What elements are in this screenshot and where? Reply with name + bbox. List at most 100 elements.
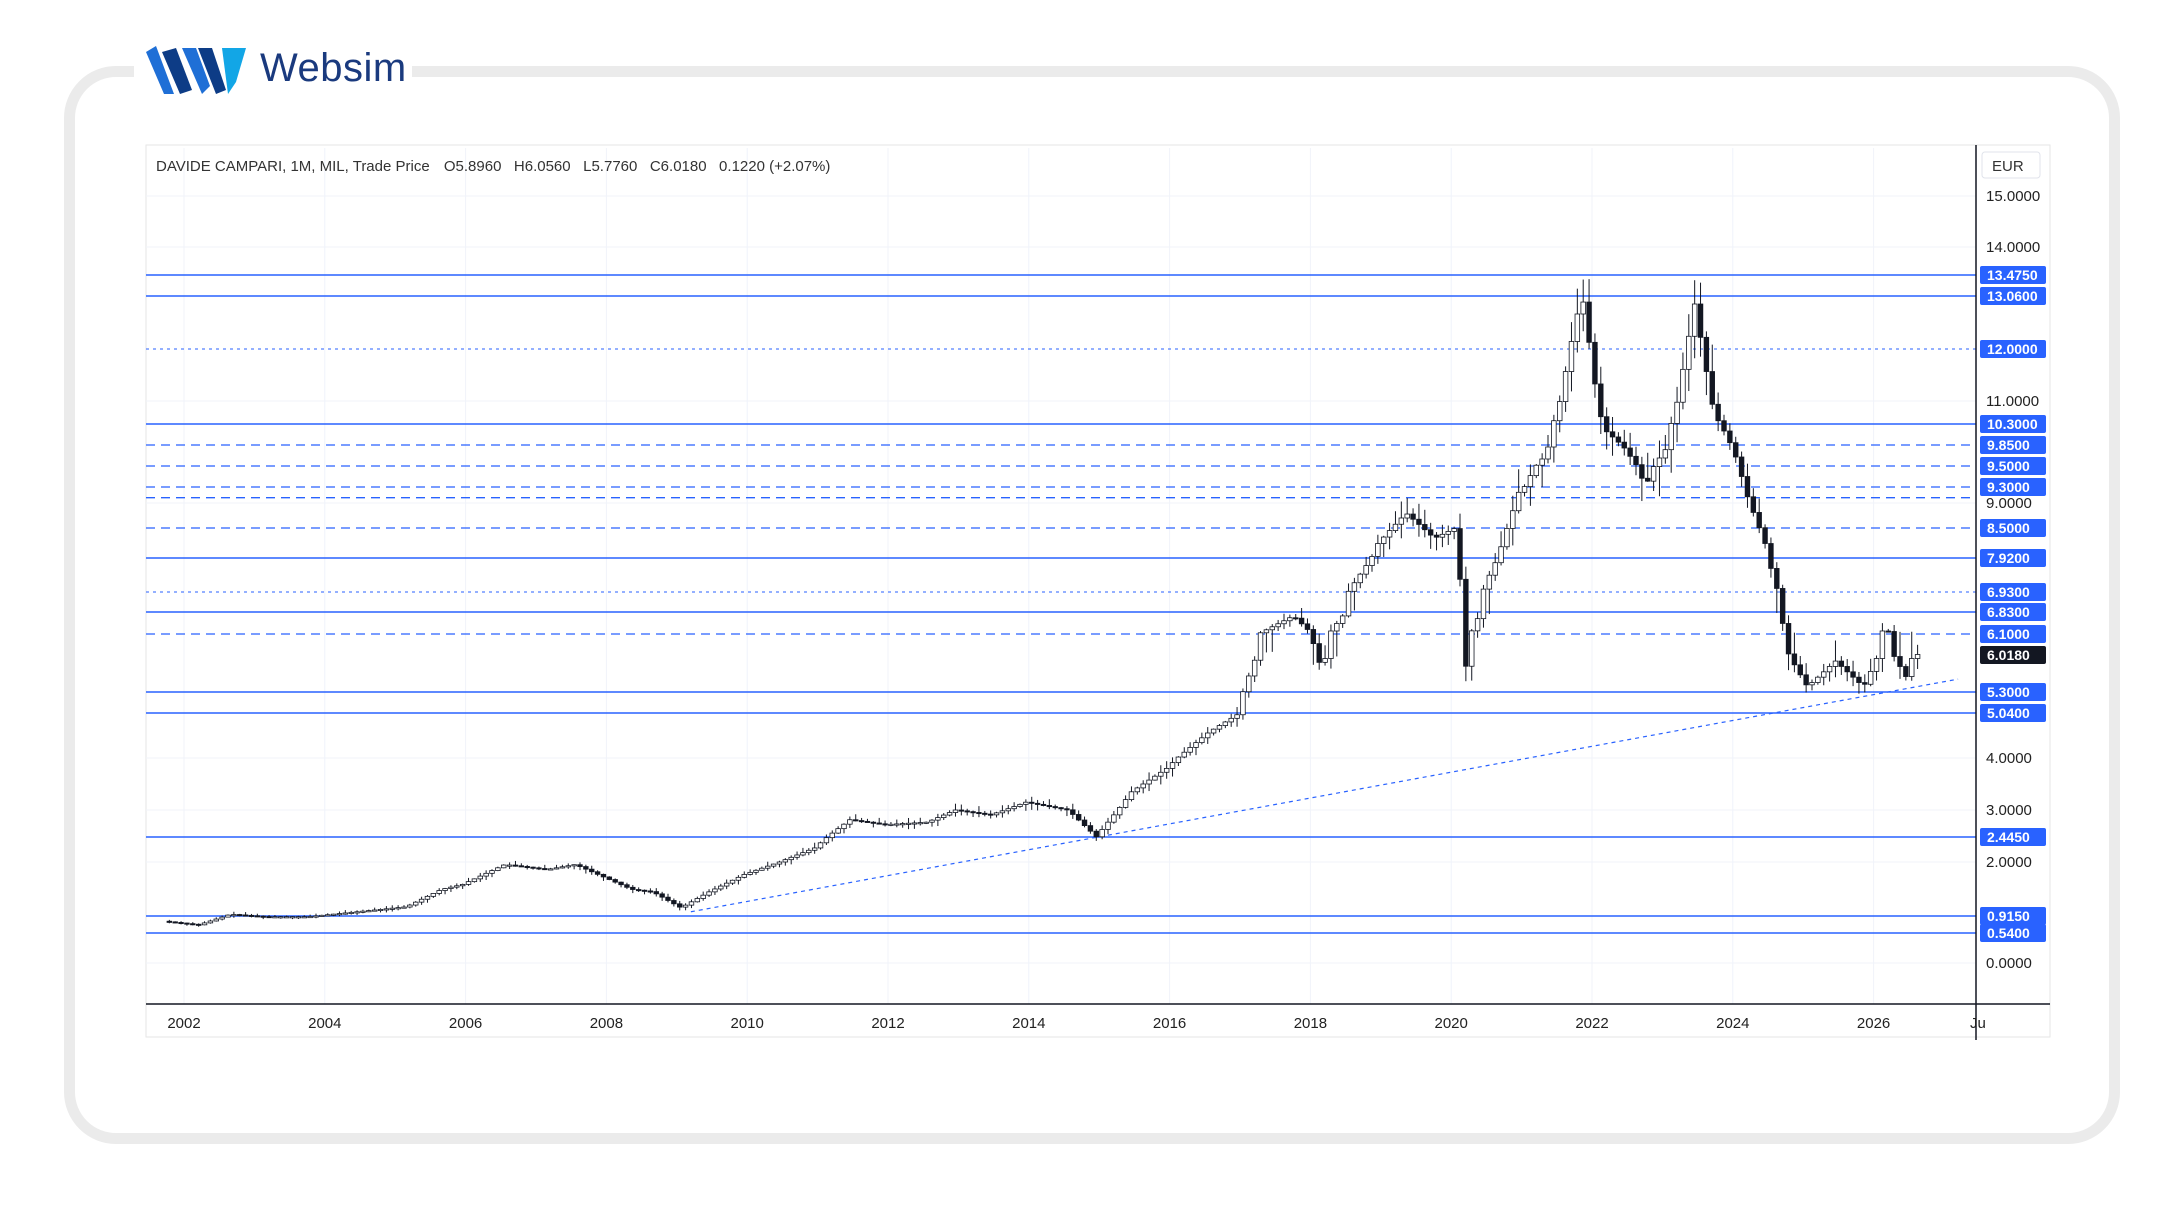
candle-body — [1169, 762, 1176, 769]
time-tick-label: 2010 — [731, 1015, 764, 1032]
candle-body — [1339, 615, 1346, 624]
candle-body — [219, 916, 225, 920]
candle-body — [1269, 626, 1275, 631]
currency-label: EUR — [1992, 158, 2024, 175]
level-price-text: 5.3000 — [1987, 684, 2030, 700]
candle-body — [1369, 556, 1375, 566]
candle-body — [1404, 513, 1410, 519]
candle-body — [618, 881, 624, 886]
candle-body — [1416, 518, 1422, 525]
candle-body — [483, 872, 489, 877]
candle-body — [946, 812, 953, 816]
candle-body — [1040, 803, 1047, 806]
brand-logo: Websim — [134, 36, 412, 102]
candle-body — [1081, 819, 1088, 827]
candle-body — [371, 909, 378, 912]
time-tick-label: 2024 — [1716, 1015, 1749, 1032]
candle-body — [1469, 630, 1475, 667]
level-price-label — [1980, 625, 2046, 643]
candle-body — [1375, 543, 1381, 557]
candle-body — [718, 885, 724, 890]
level-price-text: 6.1000 — [1987, 626, 2030, 642]
level-price-text: 7.9200 — [1987, 550, 2030, 566]
candle-body — [1521, 486, 1528, 493]
level-price-label — [1980, 583, 2046, 601]
candle-body — [319, 914, 325, 917]
time-tick-label: 2022 — [1575, 1015, 1608, 1032]
level-price-text: 12.0000 — [1987, 341, 2038, 357]
candle-body — [917, 822, 923, 825]
candle-body — [829, 832, 835, 839]
level-price-text: 13.0600 — [1987, 288, 2038, 304]
candle-body — [1744, 476, 1751, 498]
candle-body — [665, 896, 671, 901]
candle-body — [184, 922, 190, 925]
candle-body — [1345, 590, 1352, 617]
candle-body — [894, 823, 900, 826]
candle-body — [395, 907, 401, 910]
candle-body — [1122, 799, 1129, 808]
candle-body — [1691, 303, 1698, 337]
candle-body — [1445, 531, 1451, 535]
candle-body — [1093, 830, 1099, 838]
candle-body — [518, 865, 525, 868]
candle-body — [759, 867, 765, 871]
level-price-label — [1980, 287, 2046, 305]
currency-button[interactable] — [1981, 151, 2041, 179]
candle-body — [1914, 654, 1921, 659]
websim-logo-icon — [146, 46, 246, 94]
candle-body — [712, 888, 718, 893]
candle-body — [964, 810, 970, 813]
candle-body — [401, 906, 407, 909]
trendline — [690, 678, 1959, 913]
candle-body — [242, 914, 249, 917]
candle-body — [577, 864, 583, 867]
time-tick-label: 2006 — [449, 1015, 482, 1032]
level-price-label — [1980, 549, 2046, 567]
candle-body — [248, 914, 255, 917]
candle-body — [547, 868, 554, 871]
time-tick-label: 2008 — [590, 1015, 623, 1032]
time-axis[interactable]: 2002 2004 2006 2008 2010 2012 2014 2016 2018 2020… — [167, 1015, 1986, 1032]
candle-body — [1504, 528, 1510, 548]
candle-body — [354, 911, 360, 914]
level-price-text: 8.5000 — [1987, 520, 2030, 536]
candle-body — [677, 903, 683, 908]
candle-body — [1328, 630, 1334, 659]
candle-body — [1850, 671, 1856, 678]
candle-body — [706, 891, 712, 896]
candle-body — [635, 889, 642, 892]
candle-body — [1903, 666, 1909, 677]
price-axis[interactable]: 13.4750 13.0600 12.0000 10.3000 9.8500 9.5000… — [1980, 188, 2046, 972]
candle-body — [565, 865, 571, 868]
candle-body — [1568, 341, 1575, 372]
candle-body — [424, 895, 431, 900]
candle-body — [1645, 477, 1651, 482]
candle-body — [1386, 530, 1393, 538]
candle-body — [1639, 464, 1645, 479]
level-price-text: 0.5400 — [1987, 925, 2030, 941]
time-tick-label: 2004 — [308, 1015, 341, 1032]
candle-body — [1621, 441, 1627, 449]
candle-body — [1029, 801, 1035, 804]
level-price-label — [1980, 415, 2046, 433]
candle-body — [1539, 458, 1545, 466]
candle-body — [858, 820, 865, 823]
candle-body — [1768, 543, 1774, 569]
candle-body — [911, 822, 918, 825]
candle-body — [1779, 588, 1786, 624]
candle-body — [260, 915, 266, 918]
candle-body — [1879, 630, 1886, 659]
candle-body — [1633, 455, 1639, 466]
candle-body — [1128, 791, 1135, 800]
time-tick-label: Ju — [1970, 1015, 1986, 1032]
candle-body — [1703, 336, 1710, 372]
candle-body — [1193, 742, 1199, 748]
candle-body — [178, 922, 184, 925]
candle-body — [1686, 335, 1692, 370]
candle-body — [1515, 491, 1522, 512]
price-tick-label: 11.0000 — [1986, 393, 2039, 410]
candle-body — [1862, 682, 1868, 685]
candles — [166, 279, 1921, 927]
